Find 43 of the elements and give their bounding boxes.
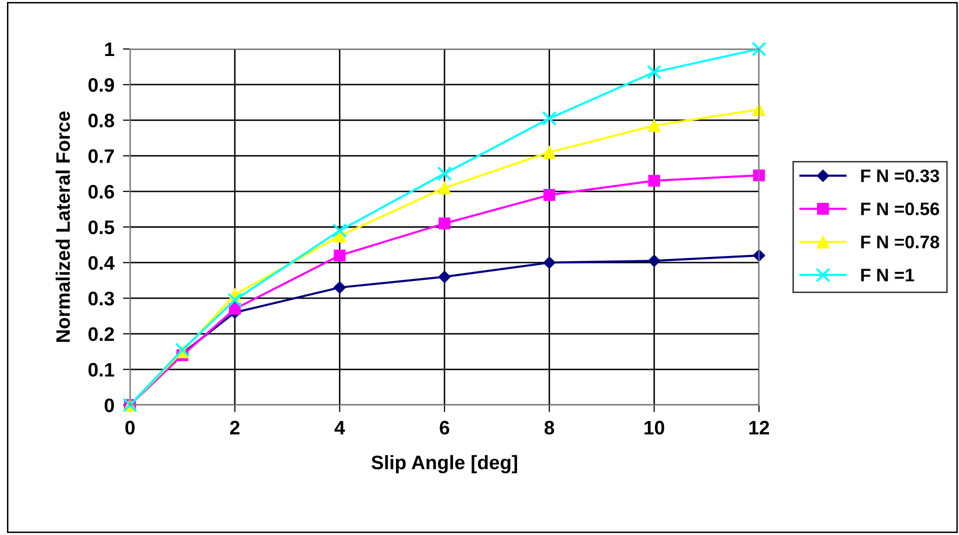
y-tick-label: 0.9 xyxy=(88,78,114,92)
point xyxy=(333,281,346,294)
y-tick-label: 0.2 xyxy=(88,327,114,342)
x-axis-title: Slip Angle [deg] xyxy=(371,455,518,474)
point xyxy=(543,256,556,269)
point xyxy=(438,218,450,230)
y-tick-label: 0.4 xyxy=(88,256,115,270)
point xyxy=(752,42,766,56)
legend-label: F N =0.33 xyxy=(861,169,940,182)
x-tick-label: 6 xyxy=(440,420,450,435)
point xyxy=(333,229,346,242)
point xyxy=(753,169,765,182)
point xyxy=(542,111,557,126)
x-tick-label: 0 xyxy=(125,420,135,435)
y-tick-label: 0.1 xyxy=(88,362,114,377)
point xyxy=(646,64,662,80)
point xyxy=(228,292,242,308)
legend-label: F N =1 xyxy=(861,268,914,282)
point xyxy=(437,166,452,181)
legend-label: F N =0.56 xyxy=(861,202,940,216)
y-tick-label: 0.6 xyxy=(88,184,114,199)
x-tick-label: 8 xyxy=(544,420,554,435)
x-tick-label: 2 xyxy=(230,420,240,434)
y-tick-label: 0 xyxy=(104,398,114,412)
point xyxy=(542,146,556,159)
point xyxy=(648,254,660,268)
x-tick-label: 12 xyxy=(749,420,770,434)
y-tick-label: 0.7 xyxy=(88,149,114,164)
point xyxy=(334,250,346,262)
point xyxy=(438,270,451,284)
legend-label: F N =0.78 xyxy=(861,236,940,248)
point xyxy=(648,174,660,187)
point xyxy=(543,189,556,201)
y-tick-label: 0.8 xyxy=(88,114,114,128)
x-tick-label: 10 xyxy=(644,420,664,435)
y-axis-title: Normalized Lateral Force xyxy=(56,111,70,342)
y-tick-label: 0.3 xyxy=(88,292,114,306)
point xyxy=(438,181,452,194)
y-tick-label: 0.5 xyxy=(88,220,114,234)
y-tick-label: 1 xyxy=(105,42,114,56)
point xyxy=(648,118,661,132)
point xyxy=(332,223,347,238)
x-tick-label: 4 xyxy=(334,420,345,434)
